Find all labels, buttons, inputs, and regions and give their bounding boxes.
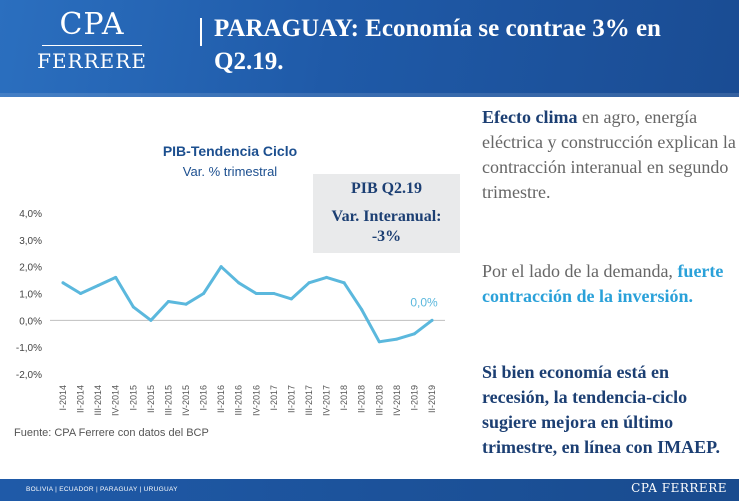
data-point — [342, 281, 346, 285]
x-tick-label: IV-2016 — [251, 385, 261, 416]
series-line — [61, 265, 434, 344]
logo-cpa-text: CPA — [59, 7, 125, 42]
climate-effect-text: en agro, energía eléctrica y construcció… — [482, 107, 736, 202]
x-tick-label: II-2014 — [76, 385, 86, 413]
footer-bar: BOLIVIA | ECUADOR | PARAGUAY | URUGUAY C… — [0, 479, 739, 501]
kpi-title: PIB Q2.19 — [350, 180, 423, 197]
data-point — [114, 275, 118, 279]
commentary-panel: Efecto clima en agro, energía eléctrica … — [478, 97, 739, 479]
data-point — [219, 265, 223, 269]
x-tick-label: I-2019 — [409, 385, 419, 411]
chart-panel — [0, 97, 478, 479]
commentary-paragraph-2: Por el lado de la demanda, fuerte contra… — [482, 259, 737, 309]
data-point — [289, 297, 293, 301]
x-tick-label: II-2015 — [146, 385, 156, 413]
x-tick-label: I-2018 — [339, 385, 349, 411]
x-tick-label: IV-2014 — [111, 385, 121, 416]
climate-effect-highlight: Efecto clima — [482, 107, 578, 127]
x-tick-label: I-2017 — [269, 385, 279, 411]
data-point — [149, 318, 153, 322]
x-tick-label: IV-2018 — [392, 385, 402, 416]
data-point — [254, 292, 258, 295]
logo-divider — [42, 45, 142, 46]
x-tick-label: IV-2017 — [322, 385, 332, 416]
y-tick-label: -1,0% — [16, 343, 42, 354]
y-tick-label: 3,0% — [19, 236, 42, 247]
data-point — [395, 337, 399, 341]
x-tick-label: III-2016 — [234, 385, 244, 416]
data-point — [272, 292, 276, 295]
demand-text: Por el lado de la demanda, — [482, 261, 678, 281]
gdp-trend-chart: 4,0% 3,0% 2,0% 1,0% 0,0% -1,0% -2,0% I-2014 II-2… — [16, 209, 445, 416]
x-tick-label: I-2016 — [199, 385, 209, 411]
data-point — [61, 281, 65, 285]
chart-source: Fuente: CPA Ferrere con datos del BCP — [14, 427, 209, 439]
commentary-paragraph-3: Si bien economía está en recesión, la te… — [482, 362, 720, 457]
x-tick-label: III-2015 — [163, 385, 173, 416]
data-point — [202, 292, 206, 295]
x-tick-label: III-2014 — [93, 385, 103, 416]
x-tick-label: IV-2015 — [181, 385, 191, 416]
x-tick-label: I-2015 — [128, 385, 138, 411]
commentary-paragraph-1: Efecto clima en agro, energía eléctrica … — [482, 105, 737, 205]
slide-title: PARAGUAY: Economía se contrae 3% en Q2.1… — [214, 15, 661, 75]
x-tick-label: II-2017 — [286, 385, 296, 413]
data-point — [237, 281, 241, 285]
x-tick-label: I-2014 — [58, 385, 68, 411]
data-point — [325, 275, 329, 279]
kpi-subtitle: Var. Interanual: — [331, 208, 442, 225]
y-tick-label: -2,0% — [16, 370, 42, 381]
footer-countries: BOLIVIA | ECUADOR | PARAGUAY | URUGUAY — [26, 486, 178, 493]
x-tick-label: II-2016 — [216, 385, 226, 413]
last-value-label: 0,0% — [410, 295, 438, 309]
data-point — [377, 340, 381, 344]
data-point — [360, 308, 364, 312]
y-tick-label: 2,0% — [19, 263, 42, 274]
data-point — [412, 332, 416, 336]
y-tick-label: 0,0% — [19, 316, 42, 327]
title-separator — [200, 18, 202, 46]
cpa-ferrere-logo: CPA FERRERE — [36, 7, 148, 73]
data-point — [96, 283, 100, 287]
kpi-value: -3% — [371, 228, 402, 245]
data-point — [430, 318, 434, 322]
data-point — [184, 302, 188, 306]
header-banner: CPA FERRERE PARAGUAY: Economía se contra… — [0, 0, 739, 97]
logo-ferrere-text: FERRERE — [37, 49, 147, 73]
data-point — [166, 300, 170, 304]
gdp-kpi-box: PIB Q2.19 Var. Interanual: -3% — [313, 174, 460, 253]
footer-brand: CPA FERRERE — [631, 481, 727, 495]
x-tick-label: III-2017 — [304, 385, 314, 416]
data-point — [307, 281, 311, 285]
chart-title: PIB-Tendencia Ciclo — [162, 143, 298, 159]
x-tick-label: III-2018 — [374, 385, 384, 416]
chart-subtitle: Var. % trimestral — [182, 164, 278, 179]
y-tick-label: 1,0% — [19, 290, 42, 301]
investment-highlight: fuerte contracción de la inversión. — [482, 261, 724, 306]
y-tick-label: 4,0% — [19, 209, 42, 220]
x-tick-label: II-2019 — [427, 385, 437, 413]
data-point — [131, 305, 135, 309]
x-tick-label: II-2018 — [357, 385, 367, 413]
data-point — [79, 292, 83, 295]
